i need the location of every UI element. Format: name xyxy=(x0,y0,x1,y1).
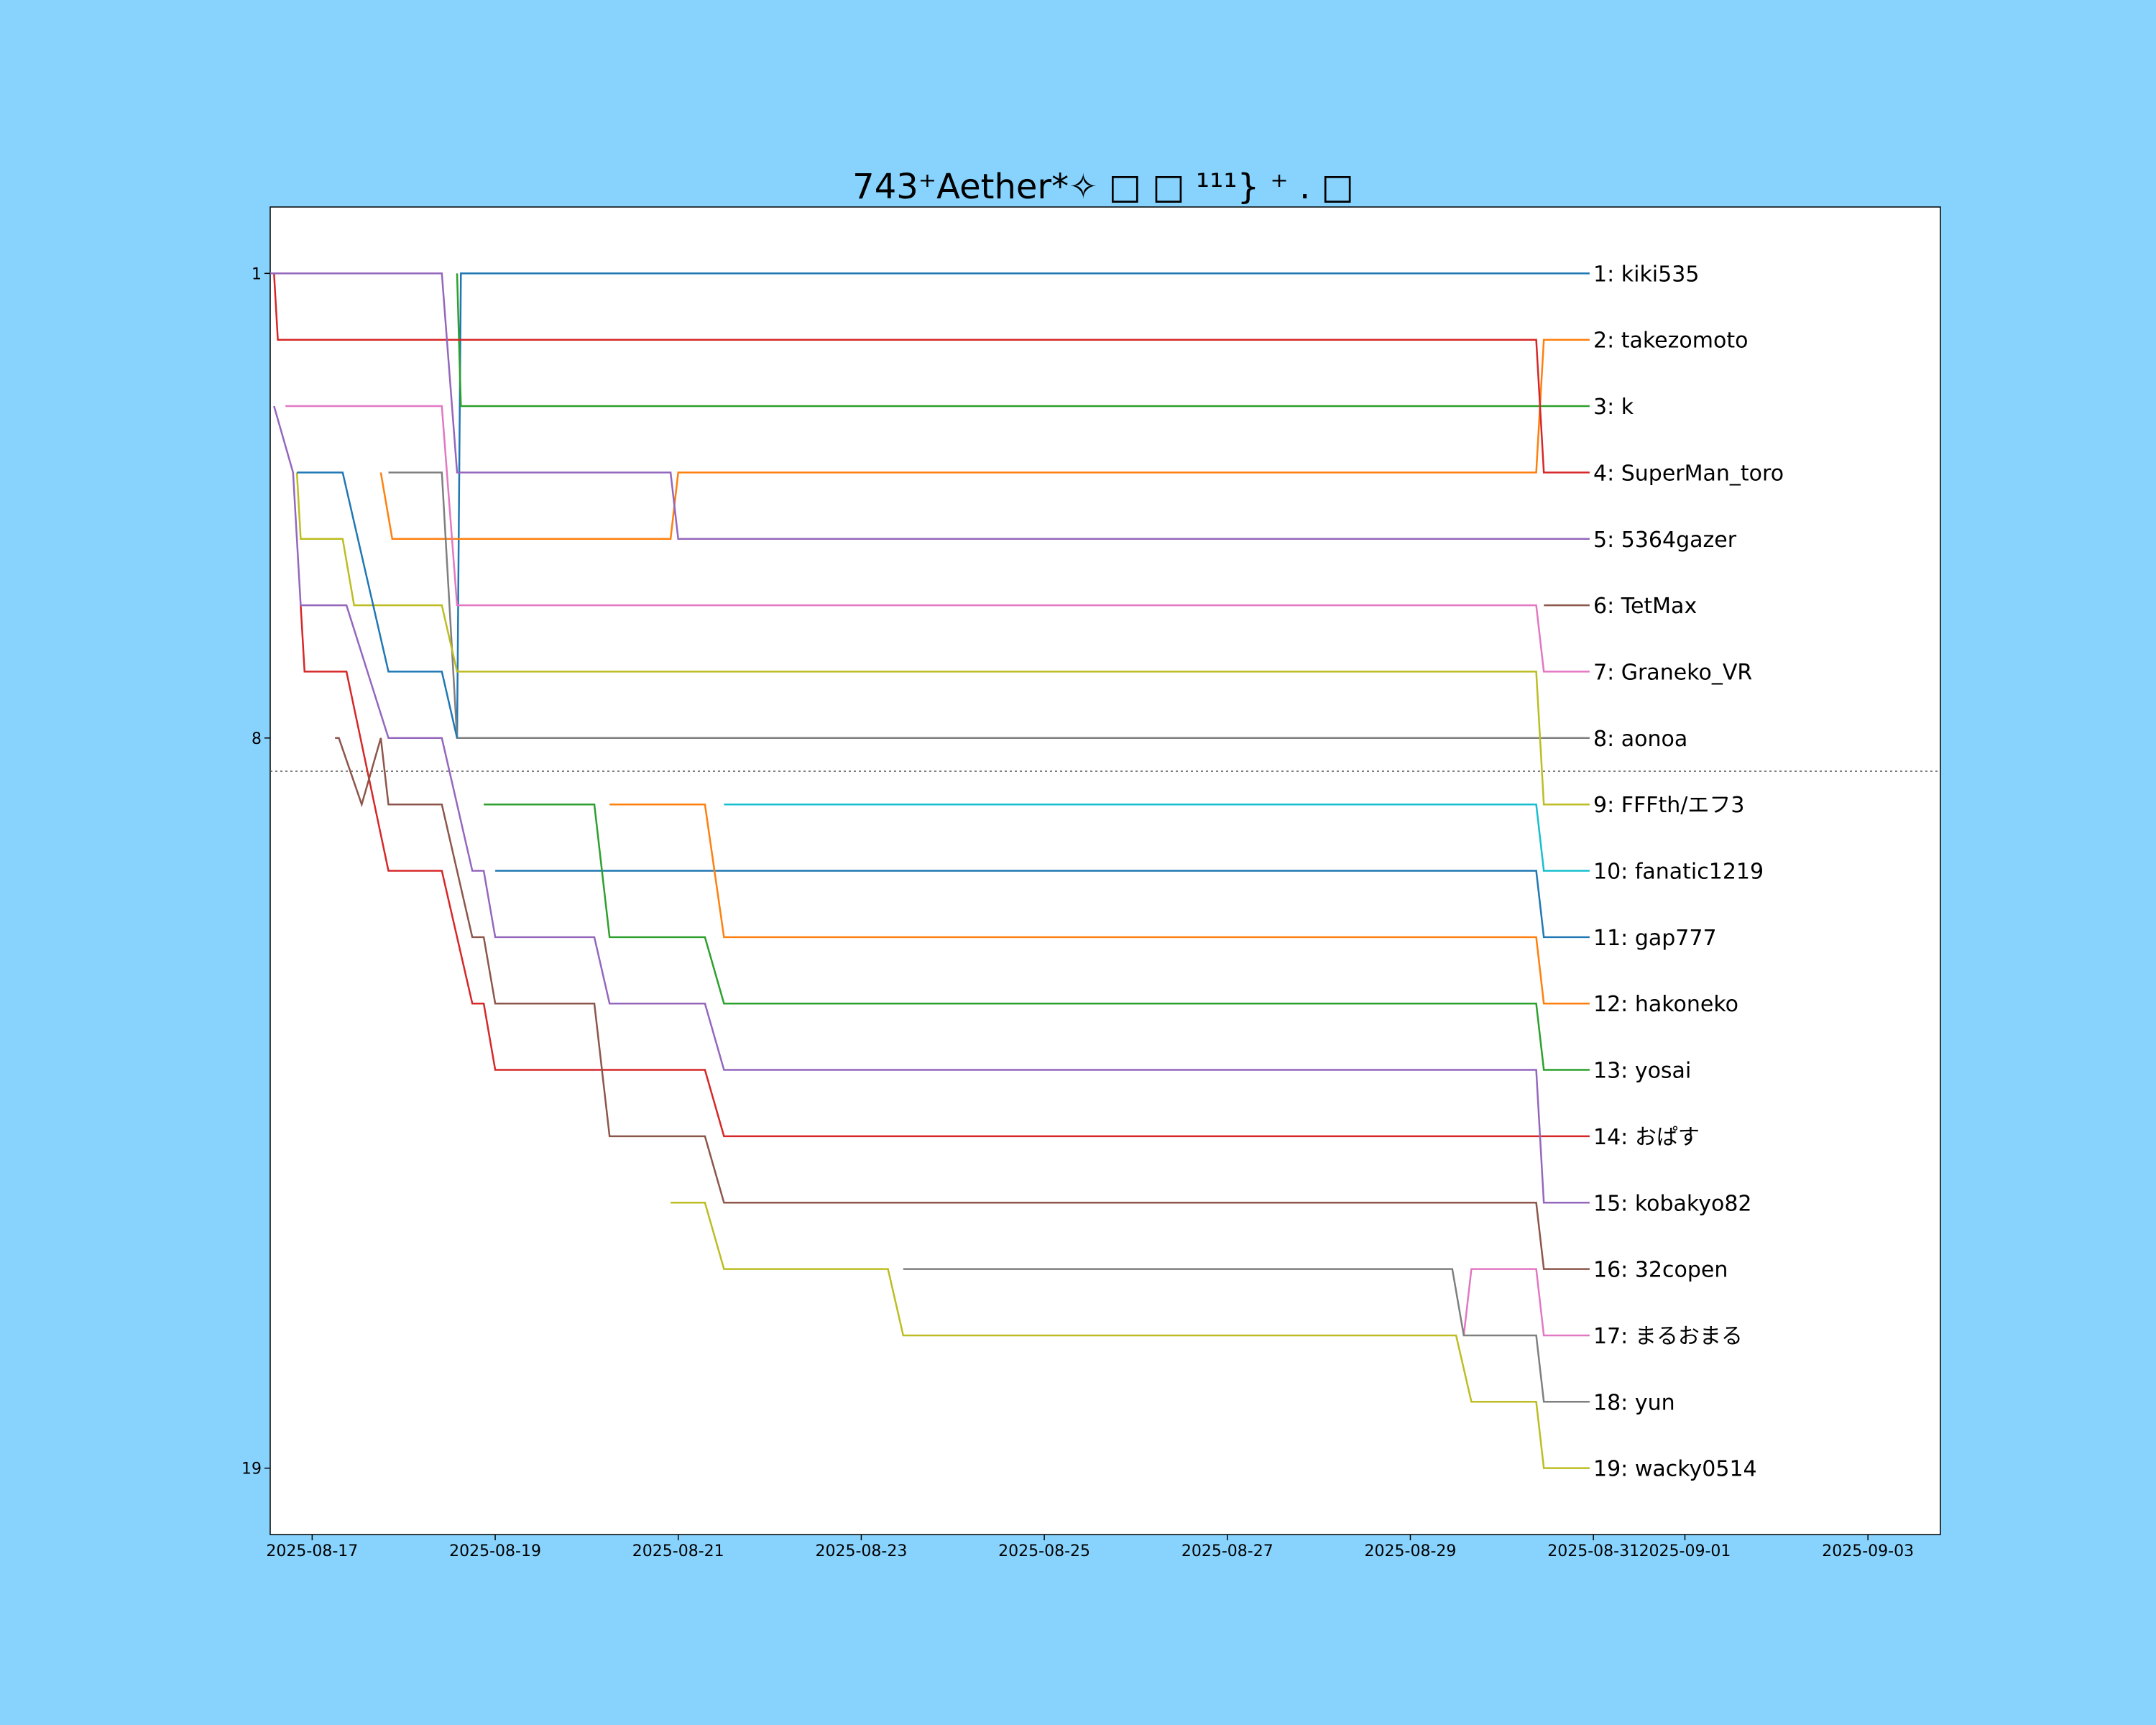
series-line-yosai xyxy=(484,803,1590,1071)
series-line-gap777 xyxy=(297,472,459,739)
series-end-label: 12: hakoneko xyxy=(1593,992,1738,1017)
series-line-hakoneko xyxy=(609,803,1590,1005)
series-layer xyxy=(270,272,1590,1469)
series-end-label: 18: yun xyxy=(1593,1390,1675,1415)
series-line-takezomoto xyxy=(379,339,1590,540)
x-tick-label: 2025-08-31 xyxy=(1547,1542,1639,1560)
x-tick-label: 2025-08-25 xyxy=(998,1542,1090,1560)
y-tick-label: 19 xyxy=(241,1460,262,1478)
series-line-32copen xyxy=(335,737,1590,1270)
y-tick-label: 8 xyxy=(252,730,262,748)
series-line-s14 xyxy=(300,605,1590,1138)
x-tick-label: 2025-08-17 xyxy=(266,1542,358,1560)
series-end-label: 19: wacky0514 xyxy=(1593,1457,1757,1482)
series-end-label: 17: まるおまる xyxy=(1593,1324,1743,1349)
x-tick-label: 2025-09-01 xyxy=(1639,1542,1731,1560)
series-end-label: 11: gap777 xyxy=(1593,926,1717,951)
series-line-5364gazer xyxy=(270,272,1590,540)
series-line-superman-toro xyxy=(273,273,1590,474)
series-end-label: 1: kiki535 xyxy=(1593,262,1699,287)
axes: 1 8 19 2025-08-17 2025-08-19 2025-08-21 2025-0… xyxy=(241,265,1914,1560)
series-end-label: 3: k xyxy=(1593,395,1634,420)
series-line-kiki535 xyxy=(456,272,1590,738)
series-end-label: 16: 32copen xyxy=(1593,1258,1728,1283)
x-tick-label: 2025-08-23 xyxy=(815,1542,907,1560)
x-tick-label: 2025-08-29 xyxy=(1365,1542,1457,1560)
series-end-label: 8: aonoa xyxy=(1593,727,1687,752)
series-line-gap777-later xyxy=(495,870,1590,939)
y-tick-label: 1 xyxy=(252,265,262,283)
series-line-k xyxy=(456,273,1590,408)
series-end-label: 10: fanatic1219 xyxy=(1593,860,1764,885)
end-labels: 1: kiki535 2: takezomoto 3: k 4: SuperMan_t… xyxy=(1593,262,1784,1481)
series-end-label: 9: FFFth/エフ3 xyxy=(1593,793,1744,818)
x-tick-label: 2025-08-19 xyxy=(449,1542,541,1560)
series-line-fanatic1219 xyxy=(724,803,1590,872)
series-line-s17 xyxy=(1462,1268,1590,1337)
series-end-label: 15: kobakyo82 xyxy=(1593,1191,1752,1216)
series-line-aonoa xyxy=(388,472,1590,740)
series-line-wacky0514 xyxy=(671,1202,1590,1469)
series-end-label: 5: 5364gazer xyxy=(1593,528,1737,553)
series-line-fffth-3 xyxy=(295,472,1590,806)
x-tick-label: 2025-09-03 xyxy=(1822,1542,1914,1560)
x-tick-label: 2025-08-21 xyxy=(632,1542,724,1560)
series-line-kobakyo82 xyxy=(273,405,1590,1204)
series-end-label: 13: yosai xyxy=(1593,1059,1691,1084)
series-end-label: 2: takezomoto xyxy=(1593,328,1748,354)
series-end-label: 4: SuperMan_toro xyxy=(1593,461,1784,486)
series-end-label: 14: おぱす xyxy=(1593,1125,1700,1150)
chart-title: 743⁺Aether*✧ □ □ ¹¹¹} ⁺ . □ xyxy=(852,167,1354,207)
series-line-graneko-vr xyxy=(285,405,1590,673)
series-line-yun xyxy=(903,1268,1590,1403)
series-end-label: 6: TetMax xyxy=(1593,594,1697,619)
series-end-label: 7: Graneko_VR xyxy=(1593,660,1752,685)
x-tick-label: 2025-08-27 xyxy=(1181,1542,1273,1560)
